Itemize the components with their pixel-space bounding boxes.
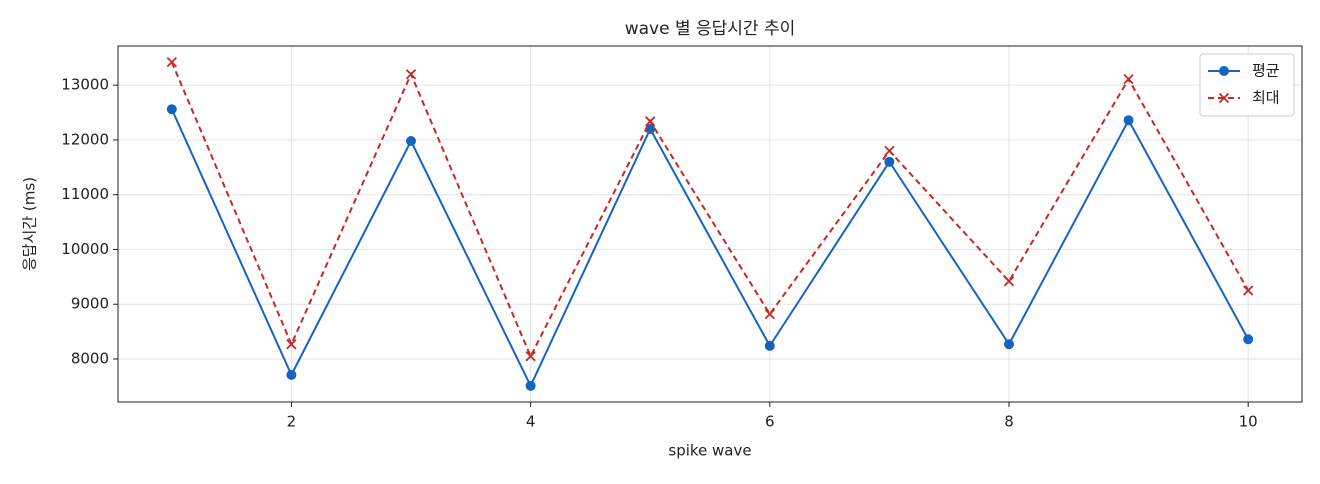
x-tick-label: 4 xyxy=(526,413,536,431)
marker xyxy=(405,69,417,80)
marker xyxy=(764,340,775,351)
marker xyxy=(764,308,775,320)
y-tick-label: 12000 xyxy=(61,130,109,148)
marker xyxy=(166,57,177,68)
marker xyxy=(525,380,536,391)
legend-marker xyxy=(1219,66,1229,76)
y-tick-label: 8000 xyxy=(71,350,109,368)
marker xyxy=(884,156,895,167)
marker xyxy=(406,136,417,147)
x-tick-label: 10 xyxy=(1239,413,1258,431)
x-tick-label: 2 xyxy=(287,413,297,431)
marker xyxy=(1003,339,1014,350)
x-tick-label: 6 xyxy=(765,413,775,431)
legend-box xyxy=(1199,53,1295,117)
legend-marker xyxy=(1218,92,1230,104)
marker xyxy=(286,369,297,380)
y-axis-label: 응답시간 (ms) xyxy=(21,177,39,271)
legend-label: 평균 xyxy=(1252,62,1280,80)
y-tick-label: 13000 xyxy=(61,76,109,94)
marker xyxy=(525,351,536,362)
marker xyxy=(1243,334,1254,345)
marker xyxy=(1003,276,1015,287)
legend-label: 최대 xyxy=(1252,89,1280,107)
y-tick-label: 10000 xyxy=(61,240,109,258)
series-line xyxy=(170,61,1250,359)
plot-frame xyxy=(117,45,1303,403)
x-tick-label: 8 xyxy=(1004,413,1014,431)
marker xyxy=(884,145,895,157)
marker xyxy=(286,339,297,350)
marker xyxy=(1123,115,1134,126)
x-axis-label: spike wave xyxy=(668,442,751,460)
series-line xyxy=(170,108,1250,389)
marker xyxy=(645,116,656,127)
marker xyxy=(1243,285,1254,296)
marker xyxy=(1123,73,1134,85)
marker xyxy=(166,104,177,115)
y-tick-label: 11000 xyxy=(61,185,109,203)
y-tick-label: 9000 xyxy=(71,295,109,313)
chart-title: wave 별 응답시간 추이 xyxy=(625,19,796,39)
